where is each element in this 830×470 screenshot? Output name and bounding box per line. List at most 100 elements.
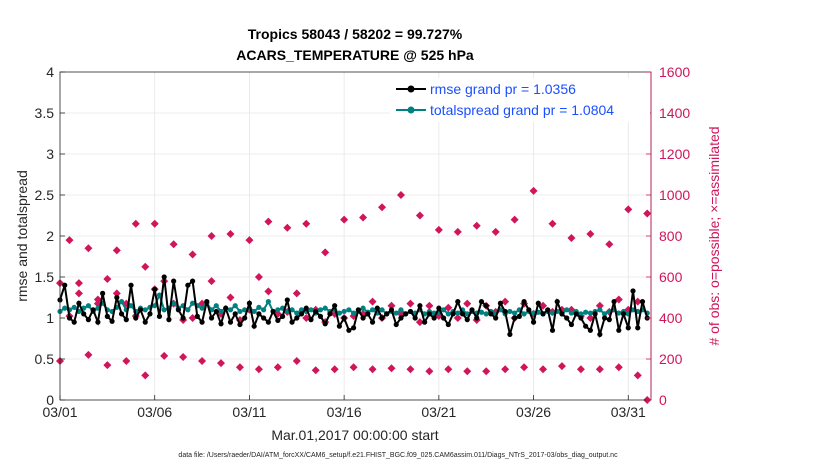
totalspread-point xyxy=(213,303,219,309)
totalspread-point xyxy=(275,307,281,313)
totalspread-point xyxy=(308,307,314,313)
rmse-point xyxy=(246,300,253,306)
assimilated-obs-point xyxy=(292,289,301,298)
y-tick-label: 0 xyxy=(46,392,54,408)
rmse-point xyxy=(545,307,551,313)
totalspread-point xyxy=(317,307,324,313)
footer-datafile: data file: /Users/raeder/DAI/ATM_forcXX/… xyxy=(178,452,618,459)
rmse-point xyxy=(208,315,215,321)
y-right-tick-label: 0 xyxy=(659,392,667,408)
rmse-point xyxy=(199,319,205,325)
rmse-point xyxy=(166,317,172,323)
rmse-point xyxy=(398,315,404,321)
rmse-point xyxy=(332,303,338,309)
x-tick-label: 03/11 xyxy=(232,404,266,420)
possible-obs-point xyxy=(112,289,121,298)
x-tick-label: 03/16 xyxy=(327,404,362,420)
totalspread-point xyxy=(218,308,224,315)
totalspread-point xyxy=(398,307,404,313)
y-tick-label: 4 xyxy=(46,64,54,80)
rmse-point xyxy=(540,311,546,317)
rmse-point xyxy=(95,319,101,325)
possible-obs-point xyxy=(482,367,491,376)
rmse-point xyxy=(298,311,305,317)
totalspread-point xyxy=(232,303,238,309)
assimilated-obs-point xyxy=(74,289,83,298)
possible-obs-point xyxy=(93,295,102,304)
rmse-point xyxy=(426,311,432,317)
totalspread-point xyxy=(128,303,134,309)
legend-label-rmse: rmse grand pr = 1.0356 xyxy=(430,81,576,97)
rmse-point xyxy=(294,315,300,321)
assimilated-obs-point xyxy=(463,299,472,308)
rmse-point xyxy=(180,315,186,321)
possible-obs-point xyxy=(557,362,566,371)
totalspread-point xyxy=(71,304,77,310)
assimilated-obs-point xyxy=(586,229,595,238)
totalspread-point xyxy=(568,310,575,316)
rmse-point xyxy=(601,315,608,321)
rmse-point xyxy=(346,327,352,333)
assimilated-obs-point xyxy=(453,227,462,236)
rmse-point xyxy=(289,319,295,325)
assimilated-obs-point xyxy=(150,219,159,228)
possible-obs-point xyxy=(122,357,131,366)
assimilated-obs-point xyxy=(264,217,273,226)
rmse-point xyxy=(194,313,200,319)
possible-obs-point xyxy=(406,365,415,374)
totalspread-point xyxy=(360,305,366,311)
assimilated-obs-point xyxy=(169,240,178,249)
rmse-point xyxy=(521,299,527,305)
rmse-point xyxy=(308,317,314,323)
rmse-point xyxy=(100,290,106,296)
assimilated-obs-point xyxy=(321,248,330,257)
rmse-point xyxy=(564,315,570,321)
totalspread-point xyxy=(289,307,295,313)
assimilated-obs-point xyxy=(141,262,150,271)
totalspread-point xyxy=(142,307,148,313)
rmse-point xyxy=(639,299,646,305)
totalspread-point xyxy=(261,307,267,313)
rmse-point xyxy=(284,297,290,303)
rmse-point xyxy=(265,319,271,325)
assimilated-obs-point xyxy=(302,219,311,228)
rmse-point xyxy=(218,321,224,327)
possible-obs-point xyxy=(141,371,150,380)
assimilated-obs-point xyxy=(415,211,424,220)
rmse-point xyxy=(440,315,447,321)
rmse-point xyxy=(502,308,508,315)
rmse-point xyxy=(512,315,518,321)
rmse-point xyxy=(270,308,276,315)
chart-title: Tropics 58043 / 58202 = 99.727% xyxy=(248,26,463,42)
y-right-tick-label: 1000 xyxy=(659,187,690,203)
assimilated-obs-point xyxy=(643,209,652,218)
rmse-point xyxy=(597,331,603,337)
rmse-point xyxy=(142,319,148,325)
totalspread-point xyxy=(118,299,125,305)
rmse-point xyxy=(303,305,309,311)
y-tick-label: 0.5 xyxy=(35,351,55,367)
totalspread-point xyxy=(578,311,584,317)
y-right-tick-label: 800 xyxy=(659,228,683,244)
possible-obs-point xyxy=(226,293,235,302)
y-right-tick-label: 1400 xyxy=(659,105,690,121)
rmse-point xyxy=(317,313,324,319)
assimilated-obs-point xyxy=(510,215,519,224)
totalspread-point xyxy=(199,305,205,311)
rmse-point xyxy=(128,282,134,288)
possible-obs-point xyxy=(501,365,510,374)
possible-obs-point xyxy=(292,357,301,366)
assimilated-obs-point xyxy=(340,215,349,224)
rmse-point xyxy=(279,313,286,319)
totalspread-point xyxy=(171,300,177,306)
rmse-point xyxy=(76,300,82,306)
assimilated-obs-point xyxy=(188,250,197,259)
totalspread-point xyxy=(256,304,262,310)
rmse-point xyxy=(403,311,409,317)
totalspread-point xyxy=(455,310,461,316)
data-layer xyxy=(56,186,652,404)
totalspread-point xyxy=(379,307,385,313)
possible-obs-point xyxy=(463,367,472,376)
assimilated-obs-point xyxy=(444,303,453,312)
